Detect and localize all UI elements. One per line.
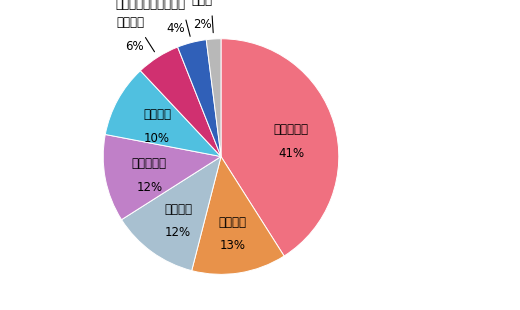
Text: 10%: 10% xyxy=(144,132,170,145)
Text: 12%: 12% xyxy=(165,226,191,239)
Wedge shape xyxy=(140,47,221,157)
Text: 原子力発電: 原子力発電 xyxy=(132,157,167,170)
Wedge shape xyxy=(221,39,339,256)
Text: 41%: 41% xyxy=(278,147,304,160)
Text: 水素・アンモニア発電: 水素・アンモニア発電 xyxy=(115,0,185,11)
Text: 12%: 12% xyxy=(136,181,162,194)
Wedge shape xyxy=(178,40,221,157)
Text: その他: その他 xyxy=(191,0,212,7)
Text: 地熱発電: 地熱発電 xyxy=(218,216,246,229)
Wedge shape xyxy=(105,71,221,157)
Wedge shape xyxy=(206,39,221,157)
Text: 2%: 2% xyxy=(193,18,212,31)
Text: 13%: 13% xyxy=(219,239,245,252)
Text: 4%: 4% xyxy=(166,22,185,35)
Text: 水力発電: 水力発電 xyxy=(143,108,171,121)
Wedge shape xyxy=(103,135,221,220)
Text: 6%: 6% xyxy=(125,40,144,53)
Text: 太陽光発電: 太陽光発電 xyxy=(274,123,309,136)
Wedge shape xyxy=(192,157,284,274)
Text: 風力発電: 風力発電 xyxy=(164,203,192,216)
Wedge shape xyxy=(122,157,221,271)
Text: 火力発電: 火力発電 xyxy=(116,16,144,29)
